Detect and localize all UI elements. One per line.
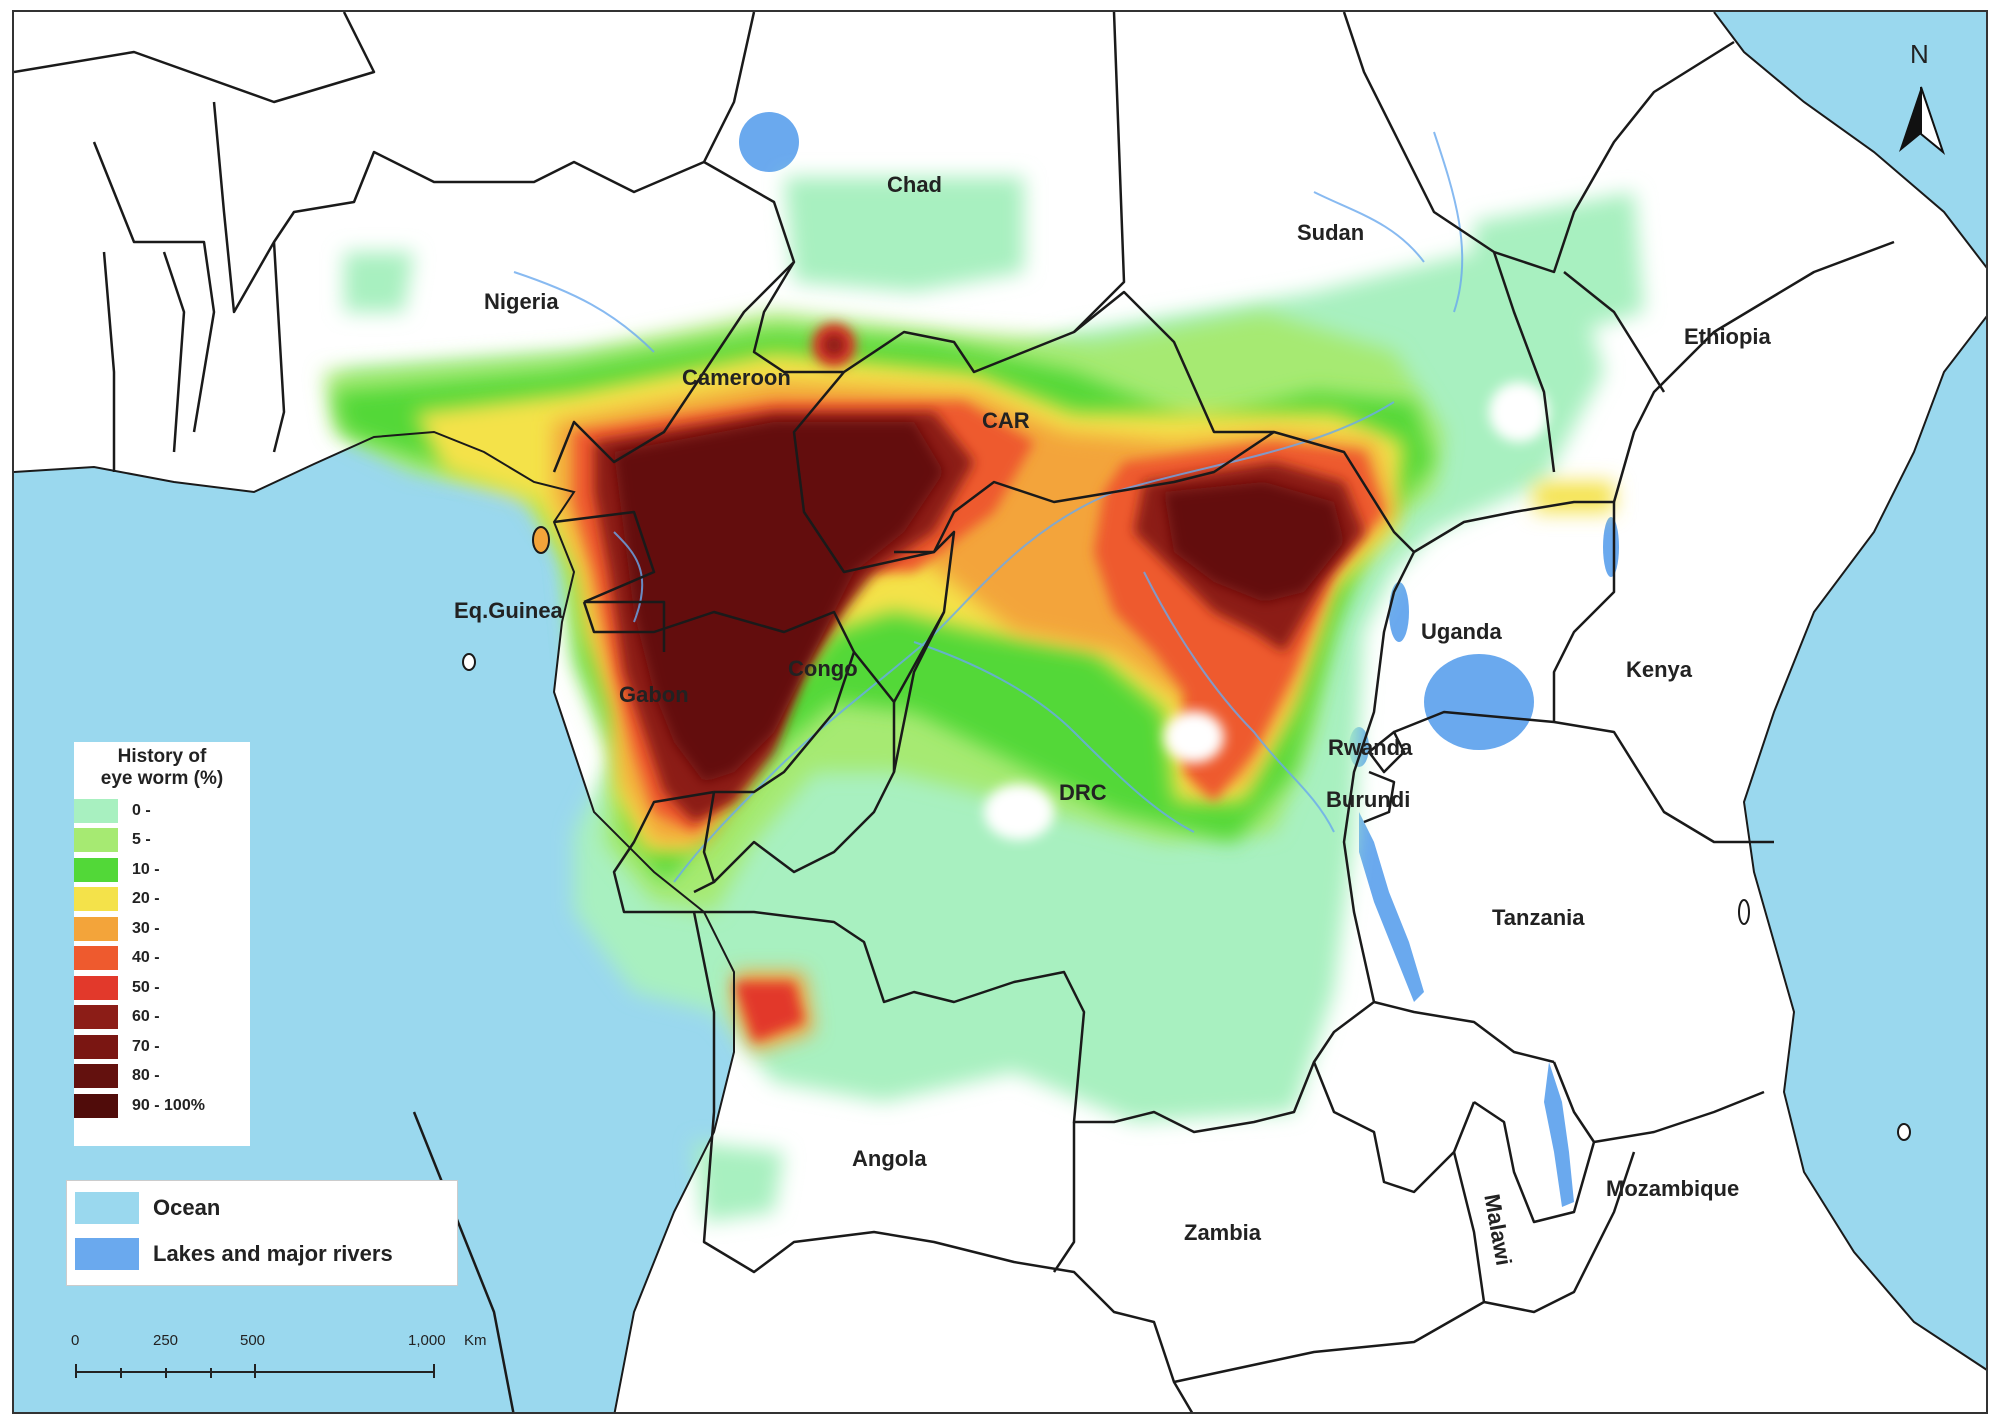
legend-label: 90 - 100% [132, 1096, 205, 1114]
north-arrow-label: N [1910, 39, 1929, 69]
label-burundi: Burundi [1326, 787, 1411, 812]
legend-row: 90 - 100% [74, 1091, 250, 1121]
lake-albert [1389, 582, 1409, 642]
comoros-island [1897, 1123, 1911, 1141]
lake-victoria [1424, 654, 1534, 750]
atlantic-ocean [14, 432, 734, 1412]
legend-row: 20 - [74, 885, 250, 915]
legend-title-line1: History of [117, 746, 207, 767]
country-borders [14, 12, 1895, 1412]
scale-unit: Km [464, 1332, 487, 1349]
north-arrow [1899, 86, 1946, 155]
label-tanzania: Tanzania [1492, 905, 1585, 930]
legend-title-line2: eye worm (%) [100, 768, 224, 789]
legend-swatch [74, 1005, 118, 1030]
coastline [14, 430, 735, 1412]
legend-row: 60 - [74, 1003, 250, 1033]
legend-label: 40 - [132, 949, 160, 967]
scale-tick-250: 250 [153, 1332, 179, 1349]
key-row-ocean: Ocean [67, 1185, 457, 1231]
legend-row: 80 - [74, 1062, 250, 1092]
map-frame: Chad Sudan Nigeria Ethiopia Cameroon CAR… [12, 10, 1988, 1414]
scale-bar [75, 1364, 435, 1378]
label-mozambique: Mozambique [1606, 1176, 1740, 1201]
lake-tanganyika [1359, 812, 1424, 1002]
legend-row: 5 - [74, 826, 250, 856]
legend-rows: 0 - 5 - 10 - 20 - 30 - 40 - 50 - 60 - 70 - 80 - 90… [74, 796, 250, 1121]
legend-swatch [74, 887, 118, 912]
label-cameroon: Cameroon [682, 365, 791, 390]
legend-label: 10 - [132, 860, 160, 878]
bioko-island [532, 526, 550, 554]
label-kenya: Kenya [1626, 657, 1693, 682]
legend-label: 60 - [132, 1008, 160, 1026]
legend-label: 50 - [132, 978, 160, 996]
label-eq-guinea: Eq.Guinea [454, 598, 563, 623]
key-label-ocean: Ocean [153, 1195, 221, 1220]
indian-ocean [1744, 317, 1986, 1370]
legend-label: 20 - [132, 890, 160, 908]
legend-swatch [74, 975, 118, 1000]
label-gabon: Gabon [619, 682, 689, 707]
east-coastline [1742, 315, 1986, 1371]
key-label-lakes: Lakes and major rivers [153, 1241, 393, 1266]
label-uganda: Uganda [1421, 619, 1502, 644]
legend-row: 70 - [74, 1032, 250, 1062]
legend-label: 80 - [132, 1067, 160, 1085]
red-sea-coastline [1713, 12, 1986, 269]
map-canvas [14, 12, 1986, 1412]
scale-tick-0: 0 [71, 1332, 80, 1349]
key-row-lakes: Lakes and major rivers [67, 1231, 457, 1277]
legend-swatch [74, 916, 118, 941]
map-key: Ocean Lakes and major rivers [66, 1180, 458, 1286]
label-sudan: Sudan [1297, 220, 1365, 245]
legend-label: 30 - [132, 919, 160, 937]
lakes-swatch [75, 1238, 139, 1270]
label-chad: Chad [887, 172, 942, 197]
legend-label: 70 - [132, 1037, 160, 1055]
legend-swatch [74, 798, 118, 823]
legend-row: 50 - [74, 973, 250, 1003]
label-zambia: Zambia [1184, 1220, 1262, 1245]
legend-row: 10 - [74, 855, 250, 885]
legend-row: 30 - [74, 914, 250, 944]
ocean-swatch [75, 1192, 139, 1224]
zanzibar-island [1738, 899, 1750, 925]
legend-row: 40 - [74, 944, 250, 974]
scale-tick-500: 500 [240, 1332, 266, 1349]
lake-turkana [1603, 517, 1619, 577]
label-rwanda: Rwanda [1328, 735, 1413, 760]
scale-tick-1000: 1,000 [408, 1332, 446, 1349]
legend-label: 0 - [132, 801, 151, 819]
label-ethiopia: Ethiopia [1684, 324, 1771, 349]
label-nigeria: Nigeria [484, 289, 559, 314]
legend-row: 0 - [74, 796, 250, 826]
label-angola: Angola [852, 1146, 927, 1171]
legend-swatch [74, 1093, 118, 1118]
legend-swatch [74, 946, 118, 971]
legend-label: 5 - [132, 831, 151, 849]
legend-swatch [74, 857, 118, 882]
red-sea [1714, 12, 1986, 267]
legend-swatch [74, 828, 118, 853]
lake-chad [739, 112, 799, 172]
label-drc: DRC [1059, 780, 1107, 805]
prevalence-surface [324, 177, 1644, 1222]
label-car: CAR [982, 408, 1030, 433]
sao-tome-island [462, 653, 476, 671]
label-congo: Congo [788, 656, 858, 681]
legend-swatch [74, 1064, 118, 1089]
prevalence-legend: History of eye worm (%) 0 - 5 - 10 - 20 - 30… [74, 742, 250, 1146]
legend-swatch [74, 1034, 118, 1059]
lake-malawi [1544, 1062, 1574, 1207]
